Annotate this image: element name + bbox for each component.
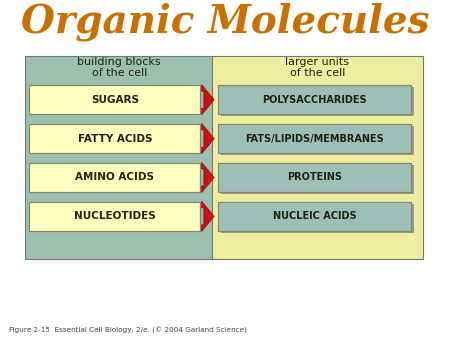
Text: NUCLEOTIDES: NUCLEOTIDES [74,211,156,221]
FancyBboxPatch shape [220,126,414,155]
FancyBboxPatch shape [29,163,200,192]
FancyBboxPatch shape [220,204,414,233]
FancyBboxPatch shape [218,202,411,231]
Text: NUCLEIC ACIDS: NUCLEIC ACIDS [273,211,356,221]
FancyBboxPatch shape [212,56,423,259]
FancyBboxPatch shape [220,88,414,116]
FancyBboxPatch shape [29,202,200,231]
Text: SUGARS: SUGARS [91,95,139,105]
FancyBboxPatch shape [25,56,212,259]
Text: AMINO ACIDS: AMINO ACIDS [75,172,154,183]
FancyBboxPatch shape [29,124,200,153]
Polygon shape [202,201,214,232]
Polygon shape [202,84,214,115]
Text: POLYSACCHARIDES: POLYSACCHARIDES [262,95,367,105]
Polygon shape [202,123,214,154]
Text: PROTEINS: PROTEINS [287,172,342,183]
FancyBboxPatch shape [29,86,200,114]
Text: FATTY ACIDS: FATTY ACIDS [77,134,152,144]
FancyBboxPatch shape [218,163,411,192]
FancyBboxPatch shape [218,86,411,114]
Text: building blocks
of the cell: building blocks of the cell [77,57,161,78]
Text: larger units
of the cell: larger units of the cell [285,57,349,78]
FancyBboxPatch shape [220,165,414,194]
Text: Organic Molecules: Organic Molecules [21,3,429,41]
Polygon shape [202,162,214,193]
Text: FATS/LIPIDS/MEMBRANES: FATS/LIPIDS/MEMBRANES [245,134,384,144]
FancyBboxPatch shape [218,124,411,153]
Text: Figure 2-15  Essential Cell Biology, 2/e. (© 2004 Garland Science): Figure 2-15 Essential Cell Biology, 2/e.… [9,327,247,334]
